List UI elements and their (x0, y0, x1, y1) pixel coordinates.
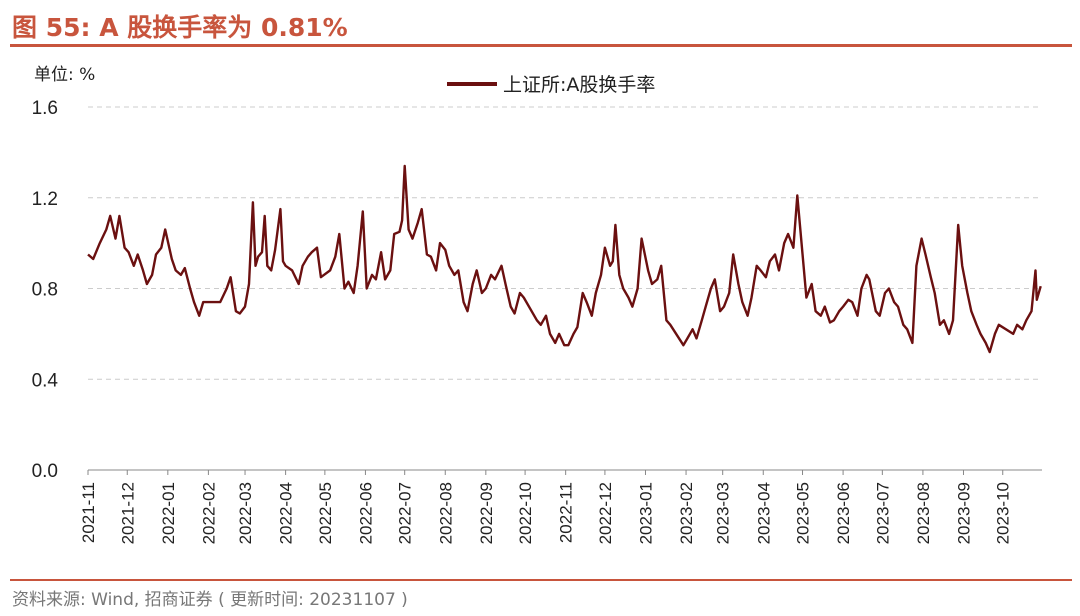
x-tick-label: 2022-11 (557, 482, 576, 543)
x-tick-label: 2022-02 (199, 482, 218, 544)
figure-title: 图 55: A 股换手率为 0.81% (12, 13, 348, 42)
x-tick-label: 2022-04 (277, 482, 296, 544)
x-tick-label: 2022-06 (356, 482, 375, 544)
x-tick-label: 2022-07 (396, 482, 415, 544)
legend-label: 上证所:A股换手率 (503, 74, 655, 96)
series-layer (87, 164, 1042, 354)
y-tick-label: 0.4 (32, 370, 59, 391)
x-tick-label: 2023-01 (636, 482, 655, 544)
x-tick-label: 2022-01 (159, 482, 178, 544)
x-tick-label: 2022-08 (436, 482, 455, 544)
x-tick-label: 2022-09 (477, 482, 496, 544)
x-tick-label: 2023-02 (677, 482, 696, 544)
source-note: 资料来源: Wind, 招商证券 ( 更新时间: 20231107 ) (12, 590, 408, 610)
grid-lines (88, 106, 1042, 380)
x-tick-label: 2023-10 (994, 482, 1013, 544)
x-tick-label: 2021-12 (118, 482, 137, 544)
y-tick-label: 1.6 (32, 98, 58, 119)
x-tick-label: 2023-04 (754, 482, 773, 544)
x-tick-label: 2023-07 (873, 482, 892, 544)
x-tick-label: 2023-05 (794, 482, 813, 544)
x-tick-label: 2022-10 (516, 482, 535, 544)
x-tick-label: 2023-06 (834, 482, 853, 544)
x-tick-label: 2023-03 (714, 482, 733, 544)
x-tick-label: 2022-12 (596, 482, 615, 544)
y-axis-ticks: 0.0 0.4 0.8 1.2 1.6 (32, 98, 59, 482)
y-tick-label: 0.8 (32, 280, 58, 301)
series-line (87, 164, 1042, 354)
y-tick-label: 0.0 (32, 461, 58, 482)
footer-divider (10, 579, 1072, 581)
x-tick-label: 2022-03 (236, 482, 255, 544)
x-tick-label: 2022-05 (316, 482, 335, 544)
x-axis-ticks: 2021-11 2021-12 2022-01 2022-02 2022-03 2022-… (79, 470, 1013, 544)
unit-label: 单位: % (34, 65, 96, 85)
y-tick-label: 1.2 (32, 189, 58, 210)
title-divider (10, 44, 1072, 47)
x-tick-label: 2023-09 (954, 482, 973, 544)
x-tick-label: 2021-11 (79, 482, 98, 543)
legend: 上证所:A股换手率 (447, 74, 655, 96)
x-tick-label: 2023-08 (914, 482, 933, 544)
